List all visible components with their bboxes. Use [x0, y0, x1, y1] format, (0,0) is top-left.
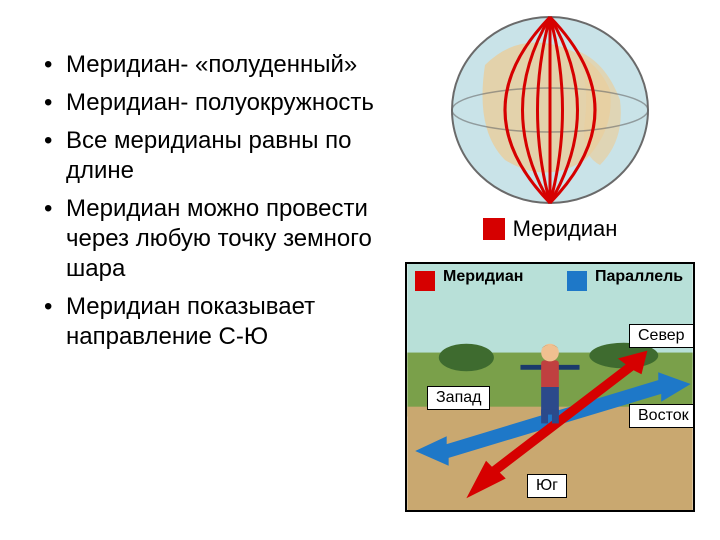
legend-swatch [483, 218, 505, 240]
parallel-legend-label: Параллель [591, 268, 687, 286]
north-label: Север [629, 324, 694, 348]
legend-label: Меридиан [513, 216, 618, 242]
east-label: Восток [629, 404, 695, 428]
meridian-swatch [415, 271, 435, 291]
text-column: Меридиан- «полуденный» Меридиан- полуокр… [0, 0, 400, 540]
globe-legend: Меридиан [483, 216, 618, 242]
compass-figure: Меридиан Параллель Север Юг Восток Запад [405, 262, 695, 512]
meridian-legend-label: Меридиан [439, 268, 527, 286]
bullet-item: Все меридианы равны по длине [40, 126, 390, 186]
figures-column: Меридиан [400, 0, 720, 540]
globe-svg [445, 10, 655, 210]
bullet-list: Меридиан- «полуденный» Меридиан- полуокр… [40, 50, 390, 352]
globe-figure: Меридиан [410, 10, 690, 242]
bullet-item: Меридиан показывает направление С-Ю [40, 292, 390, 352]
slide-content: Меридиан- «полуденный» Меридиан- полуокр… [0, 0, 720, 540]
parallel-swatch [567, 271, 587, 291]
west-label: Запад [427, 386, 490, 410]
south-label: Юг [527, 474, 567, 498]
bullet-item: Меридиан- «полуденный» [40, 50, 390, 80]
bullet-item: Меридиан- полуокружность [40, 88, 390, 118]
bullet-item: Меридиан можно провести через любую точк… [40, 194, 390, 284]
